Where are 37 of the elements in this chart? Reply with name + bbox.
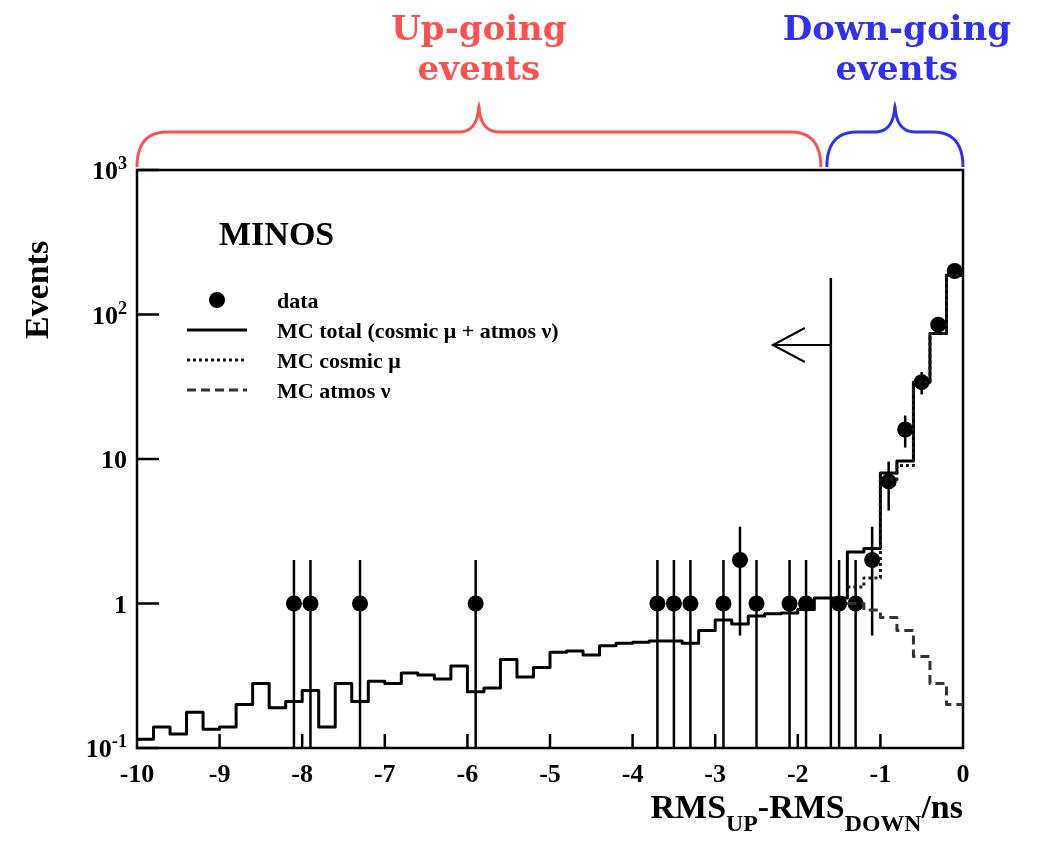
x-tick-label: -1 bbox=[869, 759, 892, 788]
x-tick-label: 0 bbox=[956, 759, 970, 788]
point bbox=[467, 595, 484, 612]
x-axis-title: RMS$_{UP}$-RMS$_{DOWN}$/ns bbox=[650, 788, 963, 836]
point bbox=[352, 595, 369, 612]
point bbox=[682, 595, 699, 612]
point bbox=[302, 595, 319, 612]
y-tick-label: 1 bbox=[114, 589, 127, 619]
legend-label: MC total (cosmic μ + atmos ν) bbox=[277, 318, 559, 343]
y-axis-title: Events bbox=[18, 240, 55, 340]
x-tick-label: -6 bbox=[456, 759, 479, 788]
point bbox=[285, 595, 302, 612]
point bbox=[715, 595, 732, 612]
x-tick-label: -7 bbox=[373, 759, 396, 788]
x-tick-label: -9 bbox=[208, 759, 231, 788]
x-tick-label: -2 bbox=[786, 759, 809, 788]
legend-label: MC cosmic μ bbox=[277, 348, 402, 373]
point bbox=[781, 595, 798, 612]
legend-label: data bbox=[277, 288, 319, 313]
y-tick-label: 10$^{3}$ bbox=[91, 153, 127, 185]
point bbox=[897, 421, 914, 438]
text: Up-going events bbox=[391, 8, 567, 88]
text: Down-going events bbox=[782, 8, 1011, 88]
x-tick-label: -5 bbox=[539, 759, 561, 788]
point bbox=[930, 316, 947, 333]
x-tick-label: -8 bbox=[291, 759, 314, 788]
y-tick-label: 10$^{2}$ bbox=[91, 297, 127, 330]
point bbox=[864, 552, 881, 568]
annotation: MINOS bbox=[219, 215, 335, 252]
point bbox=[748, 595, 765, 612]
x-tick-label: -3 bbox=[704, 759, 727, 788]
point bbox=[731, 552, 748, 568]
y-tick-label: 10 bbox=[101, 445, 127, 474]
point bbox=[665, 595, 682, 612]
legend-label: MC atmos ν bbox=[277, 378, 391, 403]
x-tick-label: -4 bbox=[621, 759, 644, 788]
point bbox=[649, 595, 666, 612]
